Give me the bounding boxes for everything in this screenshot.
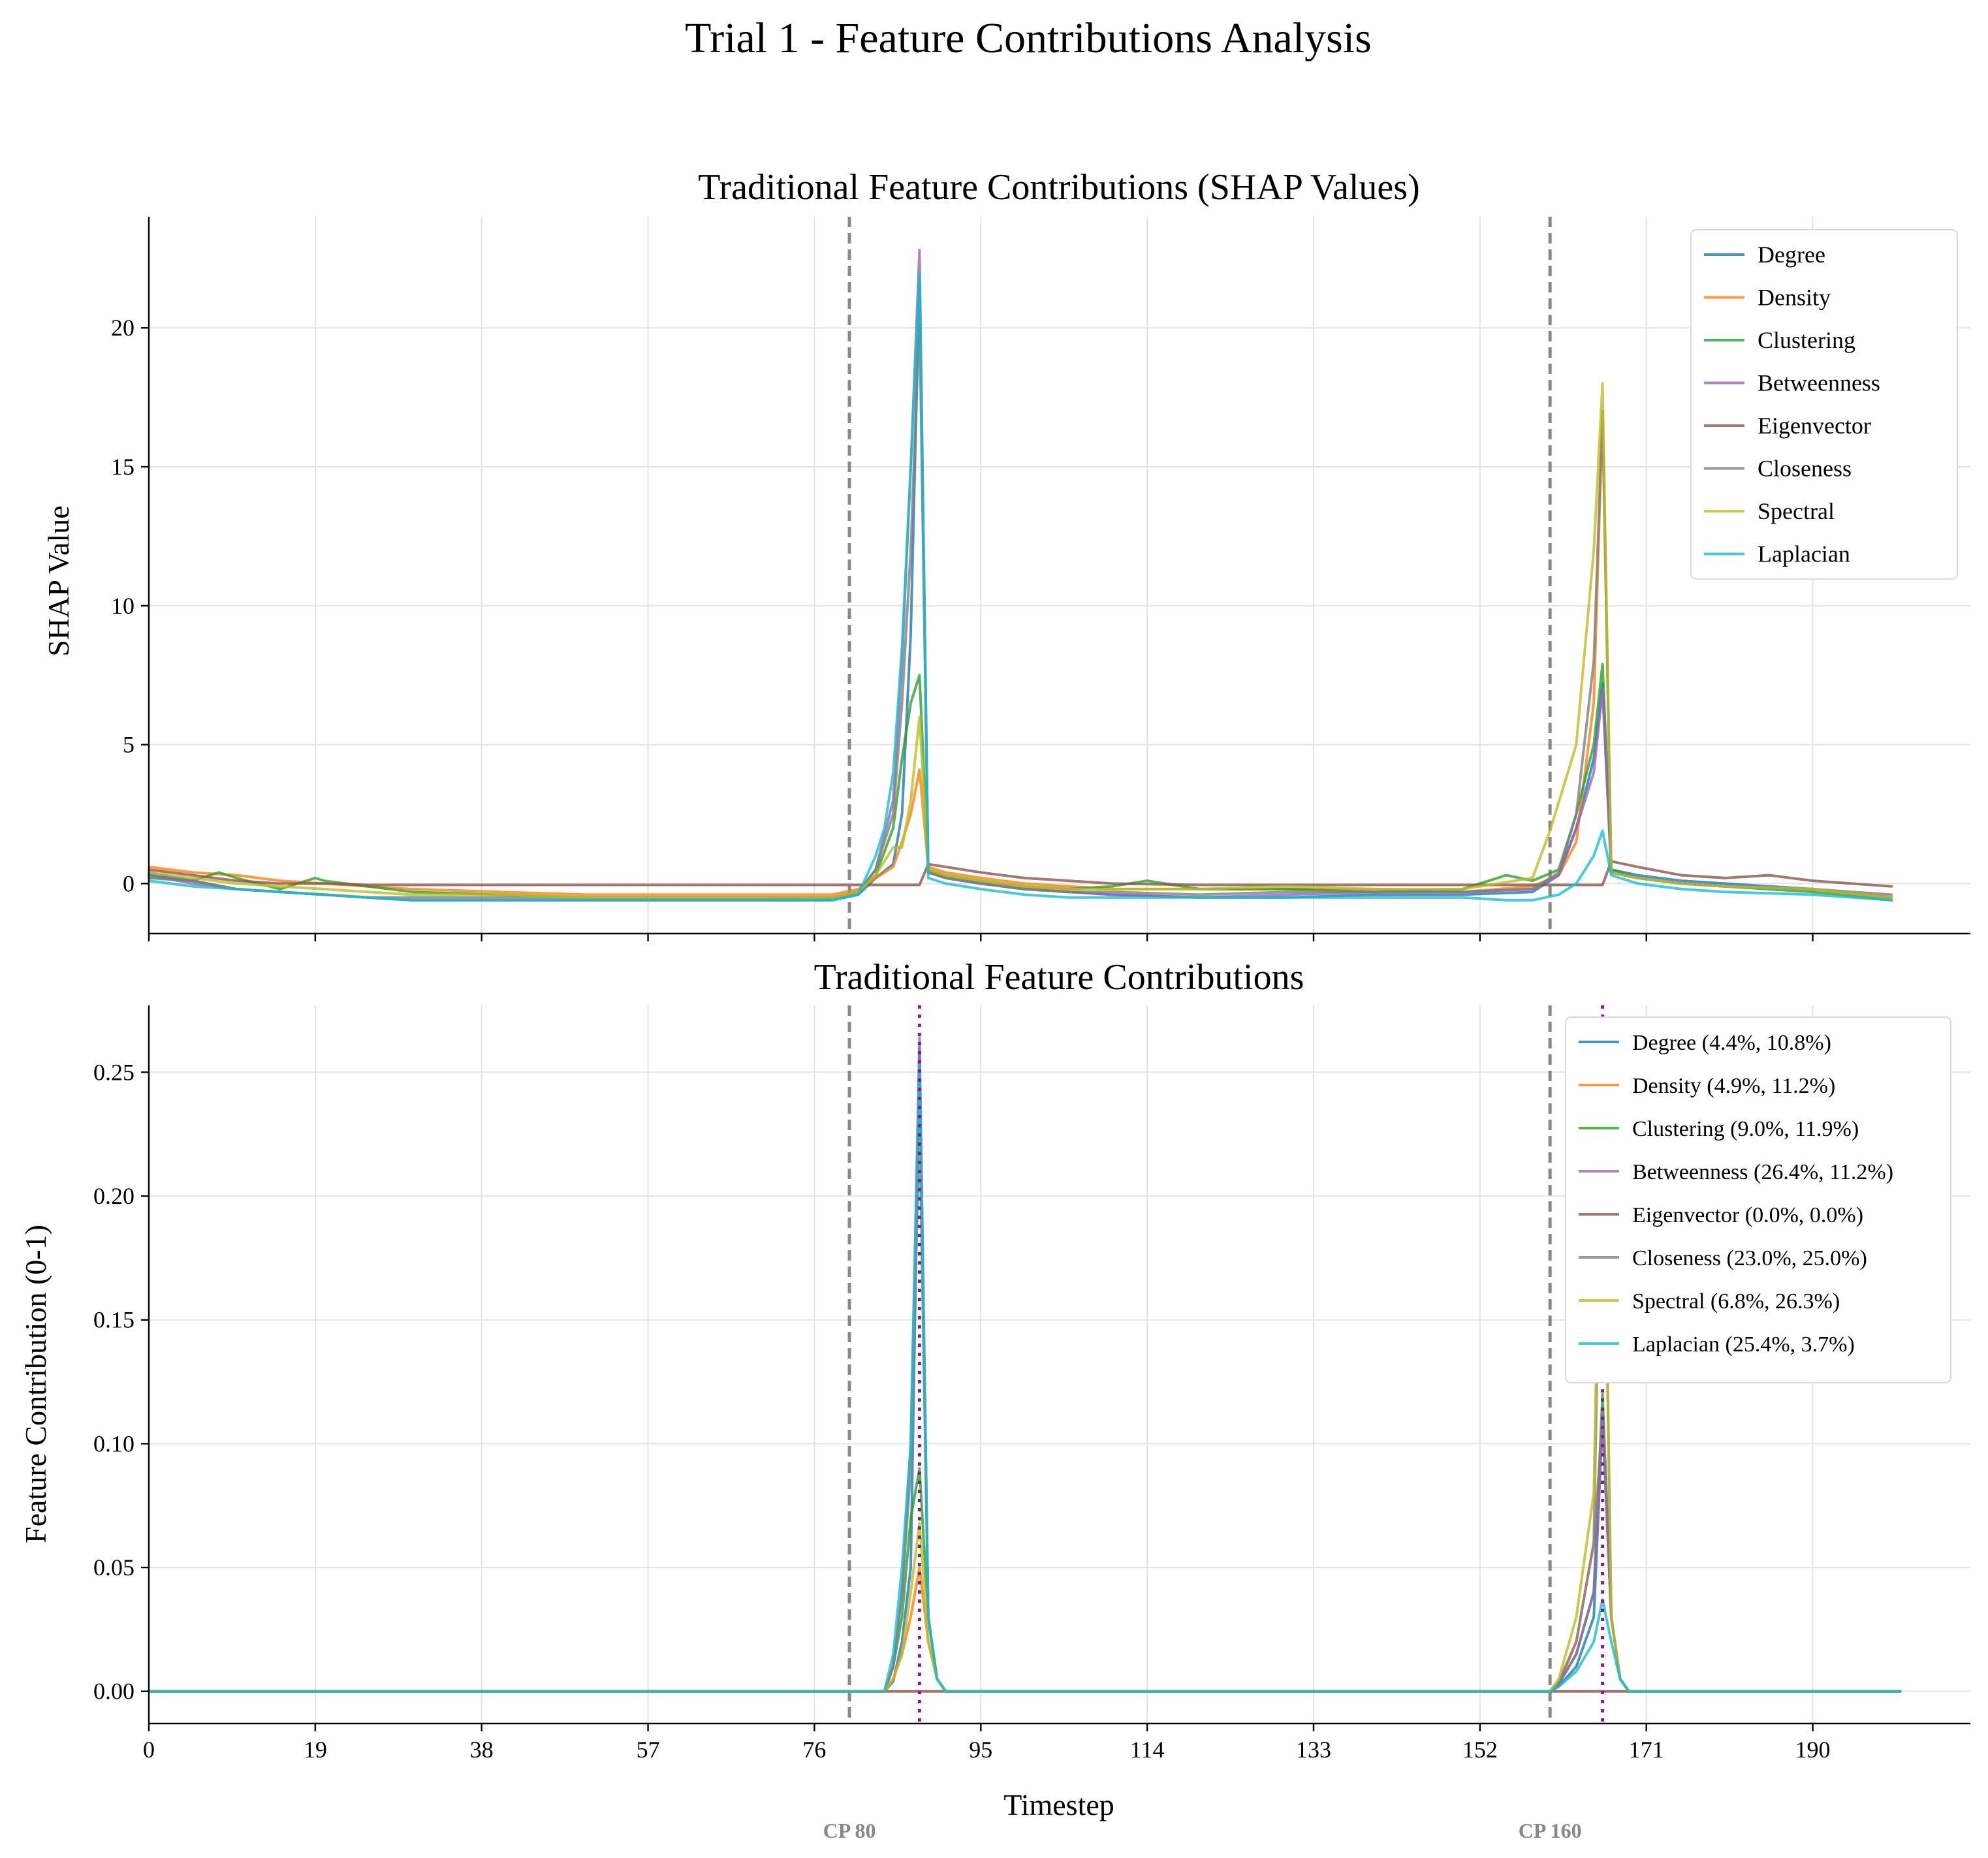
top-panel: Traditional Feature Contributions (SHAP … (42, 167, 1970, 941)
top-legend-label-degree: Degree (1758, 242, 1825, 268)
bottom-panel-title: Traditional Feature Contributions (814, 957, 1304, 998)
top-legend-label-spectral: Spectral (1758, 498, 1835, 524)
change-point-label-160: CP 160 (1519, 1819, 1582, 1842)
x-tick-label-0: 0 (143, 1737, 155, 1763)
x-tick-label-19: 19 (304, 1737, 327, 1763)
top-series-spectral (148, 382, 1893, 899)
x-tick-label-152: 152 (1462, 1737, 1498, 1763)
top-panel-ylabel: SHAP Value (42, 505, 75, 656)
top-legend-label-eigenvector: Eigenvector (1758, 413, 1871, 439)
top-legend-box (1690, 229, 1958, 580)
top-series-density (148, 409, 1893, 899)
top-series-eigenvector (148, 860, 1893, 888)
change-point-label-80: CP 80 (823, 1819, 876, 1842)
top-panel-series (148, 249, 1893, 902)
top-series-betweenness (148, 249, 1893, 902)
bottom-panel: Traditional Feature Contributions 0.000.… (19, 957, 1970, 1763)
x-tick-label-76: 76 (802, 1737, 826, 1763)
top-ytick-label-3: 15 (111, 454, 134, 480)
top-ytick-label-2: 10 (111, 593, 134, 619)
bottom-panel-ylabel: Feature Contribution (0-1) (19, 1225, 52, 1543)
bot-ytick-label-1: 0.05 (93, 1554, 134, 1581)
x-tick-label-38: 38 (470, 1737, 494, 1763)
bot-legend-label-laplacian: Laplacian (25.4%, 3.7%) (1632, 1332, 1855, 1357)
bot-series-density (148, 1417, 1902, 1693)
bot-legend-label-closeness: Closeness (23.0%, 25.0%) (1632, 1246, 1867, 1270)
bottom-panel-peak-markers (917, 1005, 1605, 1724)
bot-legend-label-betweenness: Betweenness (26.4%, 11.2%) (1632, 1160, 1893, 1184)
top-series-laplacian (148, 271, 1893, 902)
figure-suptitle: Trial 1 - Feature Contributions Analysis (685, 14, 1372, 62)
bottom-panel-series (148, 1036, 1902, 1693)
x-tick-label-133: 133 (1296, 1737, 1331, 1763)
top-panel-axes: 0 5 10 15 20 (111, 217, 1970, 941)
x-tick-label-95: 95 (969, 1737, 992, 1763)
top-legend-label-closeness: Closeness (1758, 456, 1852, 482)
top-legend-label-density: Density (1758, 285, 1831, 311)
change-point-labels: CP 80 CP 160 (823, 1819, 1582, 1842)
bot-ytick-label-2: 0.10 (93, 1430, 134, 1456)
top-ytick-label-4: 20 (111, 315, 134, 341)
x-tick-label-57: 57 (637, 1737, 660, 1763)
top-panel-change-points (847, 217, 1552, 934)
bot-legend-label-eigenvector: Eigenvector (0.0%, 0.0%) (1632, 1203, 1863, 1227)
bot-ytick-label-5: 0.25 (93, 1059, 134, 1085)
bottom-panel-legend: Degree (4.4%, 10.8%) Density (4.9%, 11.2%… (1565, 1016, 1951, 1383)
top-ytick-label-0: 0 (123, 870, 134, 896)
bot-series-clustering (148, 1393, 1902, 1693)
bot-legend-box (1565, 1016, 1951, 1383)
x-tick-label-171: 171 (1629, 1737, 1664, 1763)
top-panel-legend: Degree Density Clustering Betweenness Eigenv… (1690, 229, 1958, 580)
top-legend-label-clustering: Clustering (1758, 327, 1855, 353)
top-series-closeness (148, 313, 1893, 899)
bot-legend-label-density: Density (4.9%, 11.2%) (1632, 1074, 1835, 1098)
x-axis-label: Timestep (1003, 1788, 1114, 1821)
top-series-degree (148, 276, 1893, 902)
bot-ytick-label-3: 0.15 (93, 1307, 134, 1333)
bottom-panel-axes: 0.00 0.05 0.10 0.15 0.20 0.25 0 19 38 57 76 95 114 13… (93, 1005, 1970, 1763)
bottom-panel-change-points (847, 1005, 1552, 1724)
bot-legend-label-degree: Degree (4.4%, 10.8%) (1632, 1031, 1831, 1055)
bot-legend-label-spectral: Spectral (6.8%, 26.3%) (1632, 1289, 1840, 1314)
bot-ytick-label-4: 0.20 (93, 1183, 134, 1209)
bot-series-laplacian (148, 1061, 1902, 1693)
top-panel-title: Traditional Feature Contributions (SHAP … (698, 167, 1419, 208)
top-legend-label-betweenness: Betweenness (1758, 370, 1880, 396)
top-legend-label-laplacian: Laplacian (1758, 541, 1850, 567)
x-tick-label-190: 190 (1795, 1737, 1831, 1763)
bot-legend-label-clustering: Clustering (9.0%, 11.9%) (1632, 1117, 1859, 1141)
x-tick-label-114: 114 (1130, 1737, 1165, 1763)
bot-ytick-label-0: 0.00 (93, 1678, 134, 1705)
top-ytick-label-1: 5 (123, 732, 134, 758)
